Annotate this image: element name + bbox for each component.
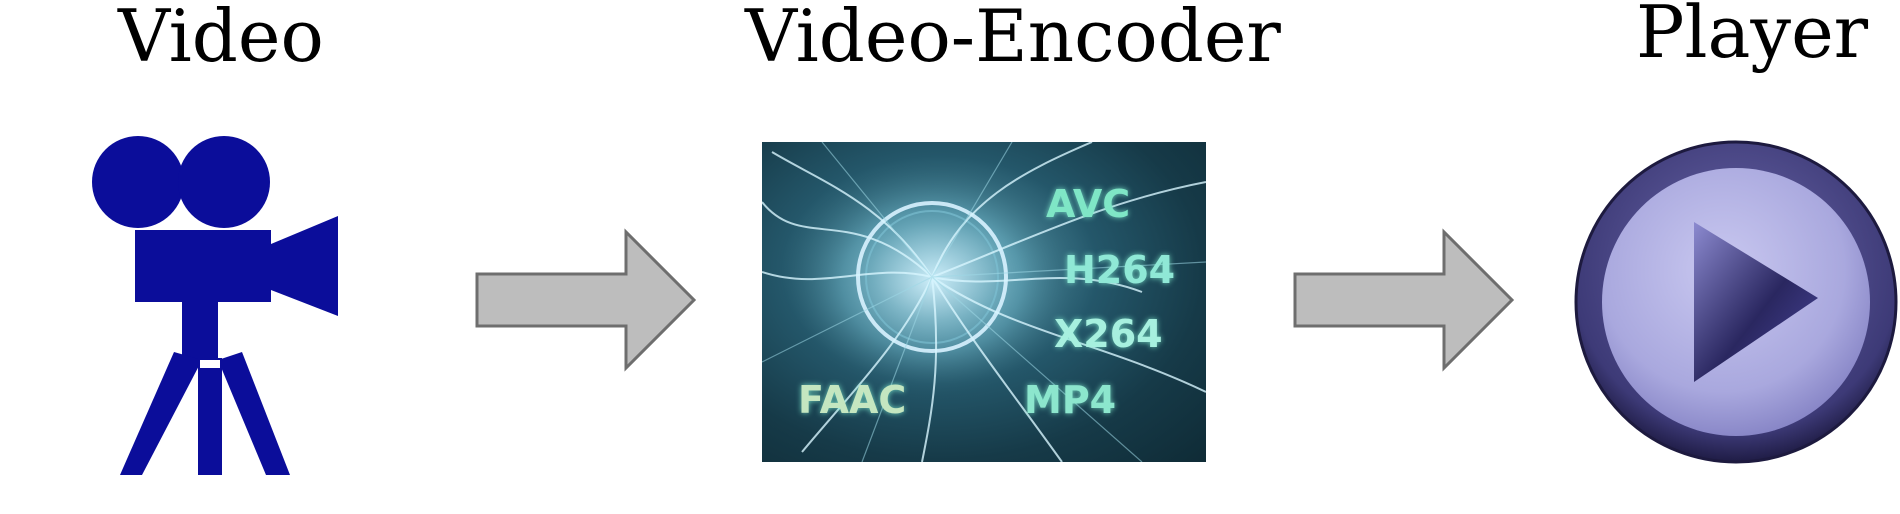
plasma-globe-image: AVC H264 X264 FAAC MP4 (762, 142, 1206, 462)
codec-x264: X264 (1054, 312, 1163, 356)
video-encoder-label: Video-Encoder (745, 0, 1281, 78)
play-button-icon (1572, 138, 1900, 466)
flow-arrow-2 (1292, 228, 1516, 372)
flow-arrow-1 (474, 228, 698, 372)
codec-mp4: MP4 (1024, 378, 1117, 422)
player-label: Player (1636, 0, 1869, 74)
movie-camera-icon (90, 130, 350, 480)
video-label: Video (118, 0, 324, 78)
codec-h264: H264 (1064, 248, 1176, 292)
codec-faac: FAAC (798, 378, 907, 422)
codec-avc: AVC (1046, 182, 1131, 226)
